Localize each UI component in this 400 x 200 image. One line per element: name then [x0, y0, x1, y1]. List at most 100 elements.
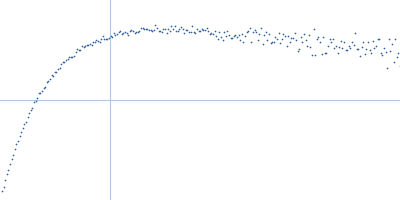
Point [395, 51, 400, 54]
Point [60, 60, 66, 63]
Point [259, 42, 266, 45]
Point [272, 35, 278, 39]
Point [312, 53, 318, 56]
Point [322, 52, 328, 55]
Point [224, 30, 230, 33]
Point [347, 46, 354, 49]
Point [156, 29, 162, 32]
Point [63, 58, 69, 61]
Point [74, 48, 80, 51]
Point [368, 52, 374, 55]
Point [178, 26, 184, 29]
Point [277, 42, 283, 45]
Point [34, 97, 40, 100]
Point [333, 44, 339, 48]
Point [352, 32, 358, 35]
Point [42, 85, 48, 89]
Point [109, 36, 116, 39]
Point [44, 80, 50, 83]
Point [149, 30, 156, 33]
Point [232, 33, 238, 37]
Point [291, 32, 298, 35]
Point [269, 40, 275, 43]
Point [376, 38, 382, 41]
Point [71, 54, 77, 57]
Point [218, 36, 224, 39]
Point [226, 34, 232, 37]
Point [254, 39, 261, 42]
Point [72, 51, 79, 54]
Point [101, 37, 108, 40]
Point [293, 38, 299, 41]
Point [79, 45, 85, 48]
Point [47, 77, 53, 81]
Point [374, 38, 381, 41]
Point [0, 185, 7, 188]
Point [119, 32, 125, 35]
Point [98, 38, 104, 41]
Point [302, 38, 309, 41]
Point [196, 29, 202, 32]
Point [39, 90, 45, 93]
Point [282, 34, 288, 38]
Point [346, 44, 352, 47]
Point [253, 30, 259, 33]
Point [371, 47, 378, 50]
Point [341, 41, 347, 44]
Point [378, 51, 384, 54]
Point [389, 42, 395, 46]
Point [160, 27, 167, 31]
Point [127, 29, 133, 33]
Point [243, 30, 250, 34]
Point [290, 37, 296, 40]
Point [325, 45, 331, 48]
Point [26, 112, 32, 115]
Point [37, 91, 44, 94]
Point [192, 32, 199, 35]
Point [235, 34, 242, 37]
Point [88, 43, 95, 47]
Point [251, 29, 258, 32]
Point [180, 27, 186, 30]
Point [154, 26, 160, 30]
Point [301, 33, 307, 36]
Point [275, 32, 282, 35]
Point [58, 62, 64, 65]
Point [52, 70, 58, 73]
Point [183, 28, 189, 31]
Point [55, 68, 61, 71]
Point [262, 30, 269, 33]
Point [357, 54, 363, 57]
Point [349, 40, 355, 44]
Point [258, 26, 264, 30]
Point [40, 86, 47, 89]
Point [66, 56, 72, 59]
Point [165, 27, 172, 30]
Point [143, 28, 149, 31]
Point [96, 41, 103, 44]
Point [264, 39, 270, 42]
Point [326, 37, 333, 40]
Point [2, 179, 8, 182]
Point [382, 50, 389, 53]
Point [362, 52, 368, 56]
Point [381, 46, 387, 49]
Point [82, 45, 88, 48]
Point [384, 66, 390, 70]
Point [354, 47, 360, 50]
Point [8, 157, 15, 161]
Point [205, 29, 211, 32]
Point [53, 71, 60, 74]
Point [366, 48, 373, 51]
Point [111, 31, 117, 35]
Point [213, 34, 219, 37]
Point [151, 29, 157, 32]
Point [294, 49, 301, 53]
Point [248, 41, 254, 44]
Point [306, 33, 312, 37]
Point [242, 34, 248, 37]
Point [116, 30, 122, 33]
Point [85, 43, 92, 47]
Point [144, 27, 151, 31]
Point [230, 34, 237, 37]
